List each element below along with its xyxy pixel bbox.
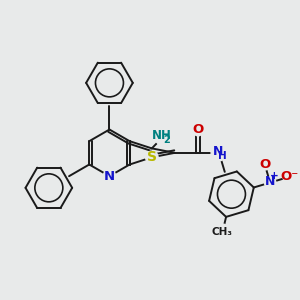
Circle shape (265, 177, 276, 188)
Text: N: N (213, 145, 224, 158)
Text: CH₃: CH₃ (212, 227, 233, 237)
Text: +: + (270, 171, 279, 181)
Text: S: S (147, 150, 157, 164)
Circle shape (146, 151, 158, 164)
Text: N: N (265, 175, 275, 188)
Circle shape (260, 160, 270, 170)
Circle shape (155, 129, 171, 145)
Circle shape (211, 145, 227, 161)
Text: O⁻: O⁻ (280, 170, 298, 183)
Text: NH: NH (152, 129, 172, 142)
Text: O: O (192, 123, 204, 136)
Circle shape (214, 224, 230, 240)
Circle shape (193, 126, 203, 136)
Text: H: H (218, 151, 227, 161)
Circle shape (103, 170, 116, 182)
Text: 2: 2 (163, 135, 170, 145)
Text: O: O (259, 158, 271, 171)
Circle shape (283, 171, 296, 183)
Text: N: N (104, 170, 115, 183)
